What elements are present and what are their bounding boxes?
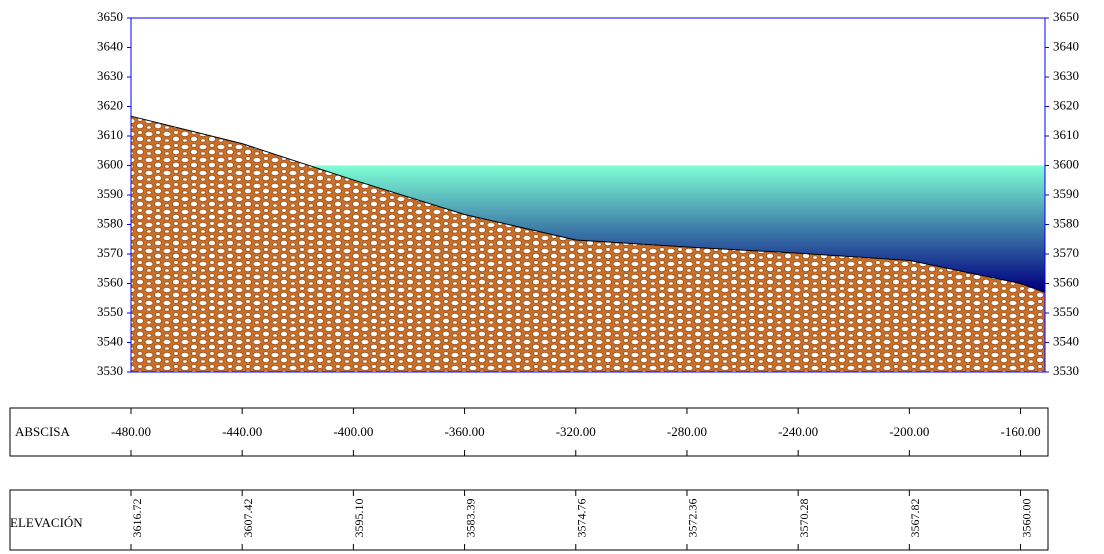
y-tick-label: 3610 [1053, 127, 1079, 142]
y-tick-label: 3640 [1053, 38, 1079, 53]
y-tick-label: 3590 [97, 186, 123, 201]
y-tick-label: 3570 [1053, 245, 1079, 260]
y-tick-label: 3600 [97, 156, 123, 171]
y-tick-label: 3620 [1053, 97, 1079, 112]
elevation-label: 3560.00 [1019, 499, 1033, 538]
y-tick-label: 3580 [97, 215, 123, 230]
elevation-label: 3583.39 [463, 499, 477, 538]
y-tick-label: 3620 [97, 97, 123, 112]
y-tick-label: 3650 [1053, 9, 1079, 24]
x-tick-label: -200.00 [889, 424, 929, 439]
y-tick-label: 3530 [97, 363, 123, 378]
elevation-row [9, 489, 1049, 551]
row-label: ABSCISA [15, 424, 71, 439]
x-tick-label: -440.00 [222, 424, 262, 439]
x-tick-label: -280.00 [667, 424, 707, 439]
y-tick-label: 3550 [97, 304, 123, 319]
y-tick-label: 3560 [1053, 274, 1079, 289]
y-tick-label: 3610 [97, 127, 123, 142]
y-tick-label: 3540 [97, 333, 123, 348]
y-tick-label: 3540 [1053, 333, 1079, 348]
x-tick-label: -480.00 [111, 424, 151, 439]
x-tick-label: -240.00 [778, 424, 818, 439]
y-tick-label: 3570 [97, 245, 123, 260]
elevation-label: 3595.10 [352, 499, 366, 538]
row-label: ELEVACIÓN [10, 515, 83, 530]
elevation-label: 3574.76 [575, 499, 589, 538]
y-tick-label: 3630 [1053, 68, 1079, 83]
y-tick-label: 3580 [1053, 215, 1079, 230]
elevation-label: 3570.28 [797, 499, 811, 538]
elevation-label: 3607.42 [241, 499, 255, 538]
elevation-label: 3567.82 [908, 499, 922, 538]
x-tick-label: -360.00 [445, 424, 485, 439]
y-tick-label: 3650 [97, 9, 123, 24]
y-tick-label: 3560 [97, 274, 123, 289]
y-tick-label: 3590 [1053, 186, 1079, 201]
elevation-label: 3572.36 [686, 499, 700, 538]
ground [131, 116, 1045, 373]
y-tick-label: 3630 [97, 68, 123, 83]
ground-line [130, 115, 1046, 293]
y-tick-label: 3600 [1053, 156, 1079, 171]
abscissa-row [9, 407, 1049, 457]
x-tick-label: -400.00 [333, 424, 373, 439]
y-tick-label: 3550 [1053, 304, 1079, 319]
y-tick-label: 3640 [97, 38, 123, 53]
elevation-label: 3616.72 [130, 499, 144, 538]
x-tick-label: -320.00 [556, 424, 596, 439]
y-tick-label: 3530 [1053, 363, 1079, 378]
x-tick-label: -160.00 [1000, 424, 1040, 439]
